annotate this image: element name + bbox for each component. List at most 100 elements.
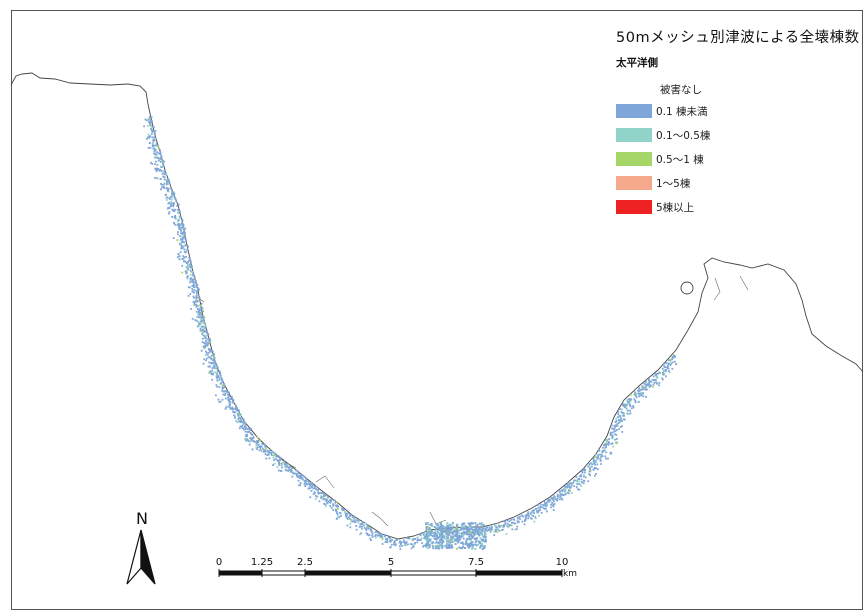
mesh-cell — [150, 128, 152, 130]
mesh-cell — [209, 371, 212, 374]
mesh-cell — [213, 365, 215, 368]
mesh-cell — [544, 503, 547, 506]
mesh-cell — [299, 482, 302, 484]
mesh-cell — [466, 543, 469, 546]
mesh-cell — [469, 539, 472, 542]
mesh-cell — [483, 532, 486, 535]
mesh-cell — [271, 454, 273, 456]
mesh-cell — [264, 446, 267, 449]
mesh-cell — [648, 380, 651, 383]
mesh-cell — [638, 394, 641, 397]
mesh-cell — [493, 530, 496, 533]
mesh-cell — [151, 144, 154, 147]
mesh-cell — [255, 441, 258, 444]
mesh-cell — [368, 534, 371, 536]
mesh-cell — [174, 208, 177, 211]
mesh-cell — [580, 478, 583, 481]
mesh-cell — [153, 144, 155, 147]
mesh-cell — [237, 414, 240, 417]
mesh-cell — [619, 426, 622, 428]
mesh-cell — [300, 474, 302, 477]
mesh-cell — [218, 370, 221, 373]
mesh-cell — [162, 160, 164, 162]
mesh-cell — [499, 524, 502, 527]
mesh-cell — [450, 537, 453, 540]
mesh-cell — [589, 474, 591, 476]
mesh-cell — [336, 513, 339, 516]
mesh-cell — [212, 362, 215, 364]
mesh-cell — [571, 482, 573, 485]
mesh-cell — [228, 395, 230, 398]
mesh-cell — [483, 534, 486, 537]
mesh-cell — [384, 534, 386, 537]
mesh-cell — [423, 544, 425, 547]
mesh-cell — [461, 547, 464, 550]
mesh-cell — [274, 457, 277, 460]
mesh-cell — [658, 382, 661, 384]
mesh-cell — [583, 474, 585, 477]
mesh-cell — [594, 474, 596, 477]
mesh-cell — [196, 316, 198, 318]
mesh-cell — [428, 546, 431, 549]
mesh-cell — [629, 412, 632, 415]
mesh-cell — [198, 288, 200, 291]
mesh-cell — [494, 524, 497, 527]
mesh-cell — [640, 389, 642, 391]
mesh-cell — [587, 465, 590, 468]
mesh-cell — [223, 390, 226, 393]
mesh-cell — [306, 483, 308, 486]
mesh-cell — [458, 535, 461, 538]
mesh-cell — [325, 505, 327, 507]
north-label: N — [136, 509, 148, 528]
mesh-cell — [462, 525, 465, 528]
mesh-cell — [155, 153, 158, 156]
mesh-cell — [602, 446, 604, 449]
mesh-cell — [448, 534, 451, 536]
mesh-cell — [280, 457, 282, 460]
mesh-cell — [625, 404, 628, 407]
mesh-cell — [503, 525, 505, 528]
mesh-cell — [172, 208, 175, 211]
mesh-cell — [351, 520, 354, 523]
mesh-cell — [491, 526, 493, 529]
mesh-cell — [307, 480, 310, 483]
mesh-cell — [150, 120, 152, 122]
mesh-cell — [361, 527, 363, 530]
mesh-cell — [616, 425, 619, 427]
mesh-cell — [444, 530, 447, 532]
coastline — [10, 72, 864, 540]
mesh-cell — [195, 299, 198, 302]
mesh-cell — [455, 537, 458, 540]
mesh-cell — [540, 505, 543, 508]
mesh-cell — [229, 403, 232, 406]
mesh-cell — [592, 468, 595, 471]
mesh-cell — [190, 277, 193, 280]
mesh-cell — [667, 359, 670, 361]
mesh-cell — [218, 378, 221, 381]
mesh-cell — [623, 403, 626, 406]
mesh-cell — [204, 342, 207, 345]
mesh-cell — [182, 257, 185, 260]
mesh-cell — [473, 538, 476, 540]
mesh-cell — [154, 152, 156, 155]
mesh-cell — [489, 528, 491, 531]
mesh-cell — [458, 546, 461, 549]
mesh-cell — [474, 540, 477, 543]
mesh-cell — [452, 536, 455, 539]
mesh-cell — [170, 195, 172, 198]
mesh-cell — [575, 480, 578, 482]
mesh-cell — [185, 255, 187, 258]
mesh-cell — [475, 533, 477, 536]
mesh-cell — [365, 529, 368, 531]
mesh-cell — [393, 540, 396, 542]
mesh-cell — [200, 322, 203, 325]
mesh-cell — [550, 506, 552, 509]
mesh-cell — [471, 541, 474, 544]
mesh-cell — [566, 491, 569, 494]
mesh-cell — [531, 509, 534, 512]
mesh-cell — [427, 541, 430, 544]
mesh-cell — [550, 503, 552, 506]
mesh-cell — [278, 464, 281, 467]
mesh-cell — [587, 480, 590, 483]
mesh-cell — [624, 405, 627, 407]
